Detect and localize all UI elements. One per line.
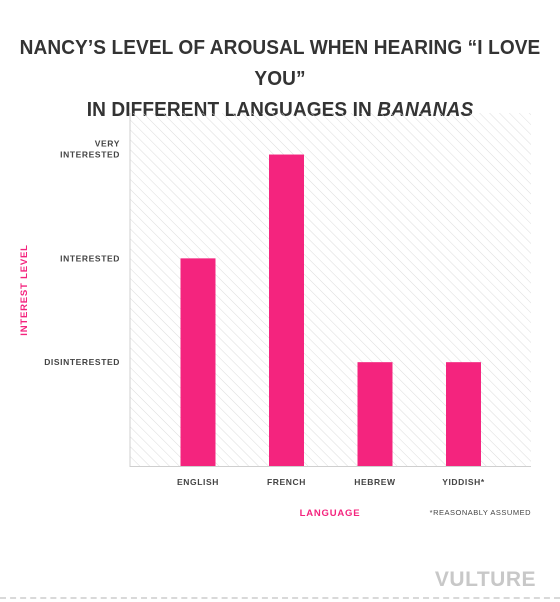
bar-french [269, 154, 304, 466]
bar-yiddish [446, 362, 481, 466]
y-tick-label: VERY INTERESTED [60, 139, 120, 160]
x-tick-labels: ENGLISH FRENCH HEBREW YIDDISH* [177, 477, 485, 487]
footnote: *REASONABLY ASSUMED [430, 508, 531, 517]
bottom-divider [0, 597, 560, 599]
bars [180, 154, 481, 466]
bar-english [180, 258, 216, 466]
y-tick-label-line: DISINTERESTED [44, 357, 120, 367]
y-tick-label-line: VERY [95, 139, 120, 149]
y-tick-label: INTERESTED [60, 253, 120, 263]
x-tick-label: FRENCH [267, 477, 306, 487]
x-tick-label: YIDDISH* [442, 477, 485, 487]
x-tick-label: HEBREW [354, 477, 396, 487]
title-line-1: NANCY’S LEVEL OF AROUSAL WHEN HEARING “I… [19, 36, 541, 90]
y-tick-label-line: INTERESTED [60, 150, 120, 160]
y-axis-label: INTEREST LEVEL [19, 244, 30, 335]
y-tick-label: DISINTERESTED [44, 357, 120, 367]
y-tick-label-line: INTERESTED [60, 253, 120, 263]
bar-hebrew [357, 362, 393, 466]
x-axis-label: LANGUAGE [300, 508, 361, 519]
vulture-logo: VULTURE [434, 568, 536, 591]
x-tick-label: ENGLISH [177, 477, 219, 487]
